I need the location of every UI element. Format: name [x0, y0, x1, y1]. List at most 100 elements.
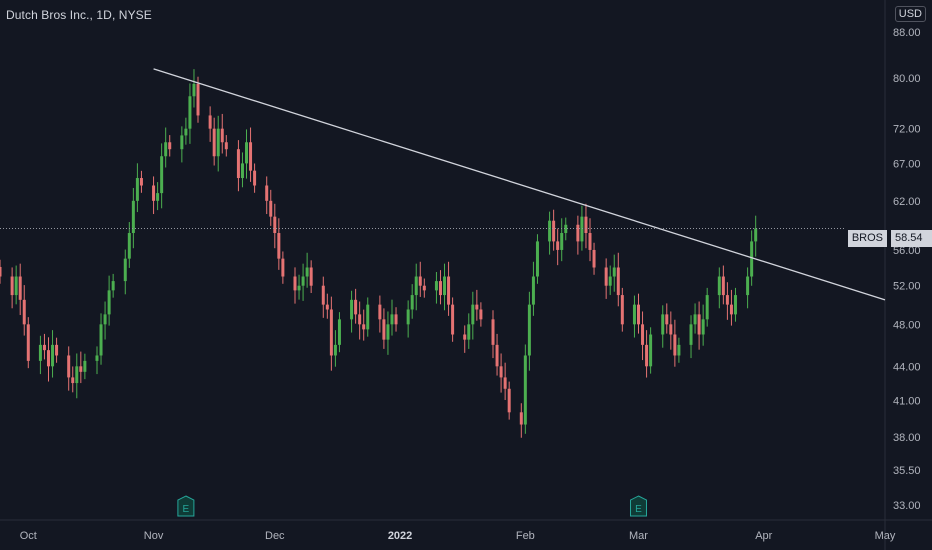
candle-body [382, 319, 386, 340]
candle-body [337, 319, 341, 345]
earnings-e-icon[interactable]: E [629, 495, 647, 517]
candle-body [333, 344, 337, 356]
candle-body [645, 344, 649, 367]
earnings-e-icon[interactable]: E [177, 495, 195, 517]
candle-body [636, 304, 640, 325]
candle-body [265, 185, 269, 201]
candle-body [42, 344, 46, 351]
candle-body [535, 241, 539, 277]
candle-body [99, 324, 103, 356]
candle-body [131, 200, 135, 234]
y-tick-label: 44.00 [893, 361, 921, 373]
candle-body [208, 115, 212, 129]
candle-body [673, 334, 677, 356]
candle-body [273, 216, 277, 234]
candle-body [358, 314, 362, 325]
y-tick-label: 62.00 [893, 196, 921, 208]
candle-body [422, 285, 426, 291]
candle-body [576, 224, 580, 242]
candle-body [386, 324, 390, 340]
candle-body [79, 366, 83, 372]
candle-body [531, 276, 535, 305]
candle-body [507, 388, 511, 413]
candle-body [580, 216, 584, 242]
candle-body [721, 276, 725, 296]
candle-body [479, 309, 483, 320]
candle-body [560, 233, 564, 250]
candle-body [55, 344, 59, 356]
candle-body [67, 355, 71, 378]
y-tick-label: 67.00 [893, 158, 921, 170]
candle-body [350, 299, 354, 320]
candle-body [216, 128, 220, 157]
x-tick-label: Oct [20, 530, 37, 542]
x-tick-label: Dec [265, 530, 285, 542]
candle-body [135, 178, 139, 201]
candle-body [564, 224, 568, 234]
candle-body [83, 360, 87, 372]
candle-body [649, 334, 653, 367]
last-price-value: 58.54 [891, 230, 932, 247]
candle-body [717, 276, 721, 296]
candle-body [499, 366, 503, 378]
candle-body [269, 200, 273, 217]
y-tick-label: 72.00 [893, 124, 921, 136]
candle-body [641, 324, 645, 345]
candle-body [354, 299, 358, 315]
candle-body [438, 281, 442, 296]
candle-body [329, 309, 333, 356]
candle-body [729, 304, 733, 315]
candle-body [705, 295, 709, 320]
candle-body [471, 304, 475, 325]
y-tick-label: 88.00 [893, 27, 921, 39]
candle-body [362, 324, 366, 330]
candle-body [75, 366, 79, 384]
candle-body [725, 295, 729, 305]
candle-body [366, 304, 370, 330]
candle-body [192, 83, 196, 97]
candle-body [677, 344, 681, 356]
candle-body [321, 285, 325, 305]
candle-body [184, 128, 188, 136]
candle-body [733, 295, 737, 315]
candle-body [406, 309, 410, 325]
candle-body [491, 319, 495, 345]
event-badge-label: E [183, 504, 190, 515]
event-badge-label: E [635, 504, 642, 515]
candle-body [297, 285, 301, 291]
candle-body [584, 216, 588, 234]
candle-body [249, 142, 253, 171]
candle-body [212, 128, 216, 157]
candle-body [451, 304, 455, 335]
candle-body [38, 344, 42, 361]
candle-body [46, 350, 50, 367]
candle-body [418, 276, 422, 286]
x-tick-label: Mar [629, 530, 648, 542]
candle-body [245, 142, 249, 164]
candle-body [139, 178, 143, 186]
y-tick-label: 33.00 [893, 500, 921, 512]
candle-body [224, 142, 228, 150]
candle-body [22, 299, 26, 325]
candle-body [325, 304, 329, 310]
candle-body [447, 276, 451, 305]
candle-body [293, 276, 297, 291]
currency-button[interactable]: USD [894, 6, 926, 22]
candle-body [156, 193, 160, 201]
candle-body [168, 142, 172, 150]
candle-body [14, 276, 18, 296]
candle-body [410, 295, 414, 310]
candle-body [592, 249, 596, 268]
candle-body [220, 128, 224, 143]
candle-body [434, 281, 438, 291]
candle-body [160, 156, 164, 194]
y-tick-label: 35.50 [893, 465, 921, 477]
candle-body [612, 267, 616, 277]
y-tick-label: 52.00 [893, 281, 921, 293]
candle-body [552, 220, 556, 242]
candle-body [309, 267, 313, 286]
candle-body [588, 233, 592, 250]
candle-body [665, 314, 669, 325]
